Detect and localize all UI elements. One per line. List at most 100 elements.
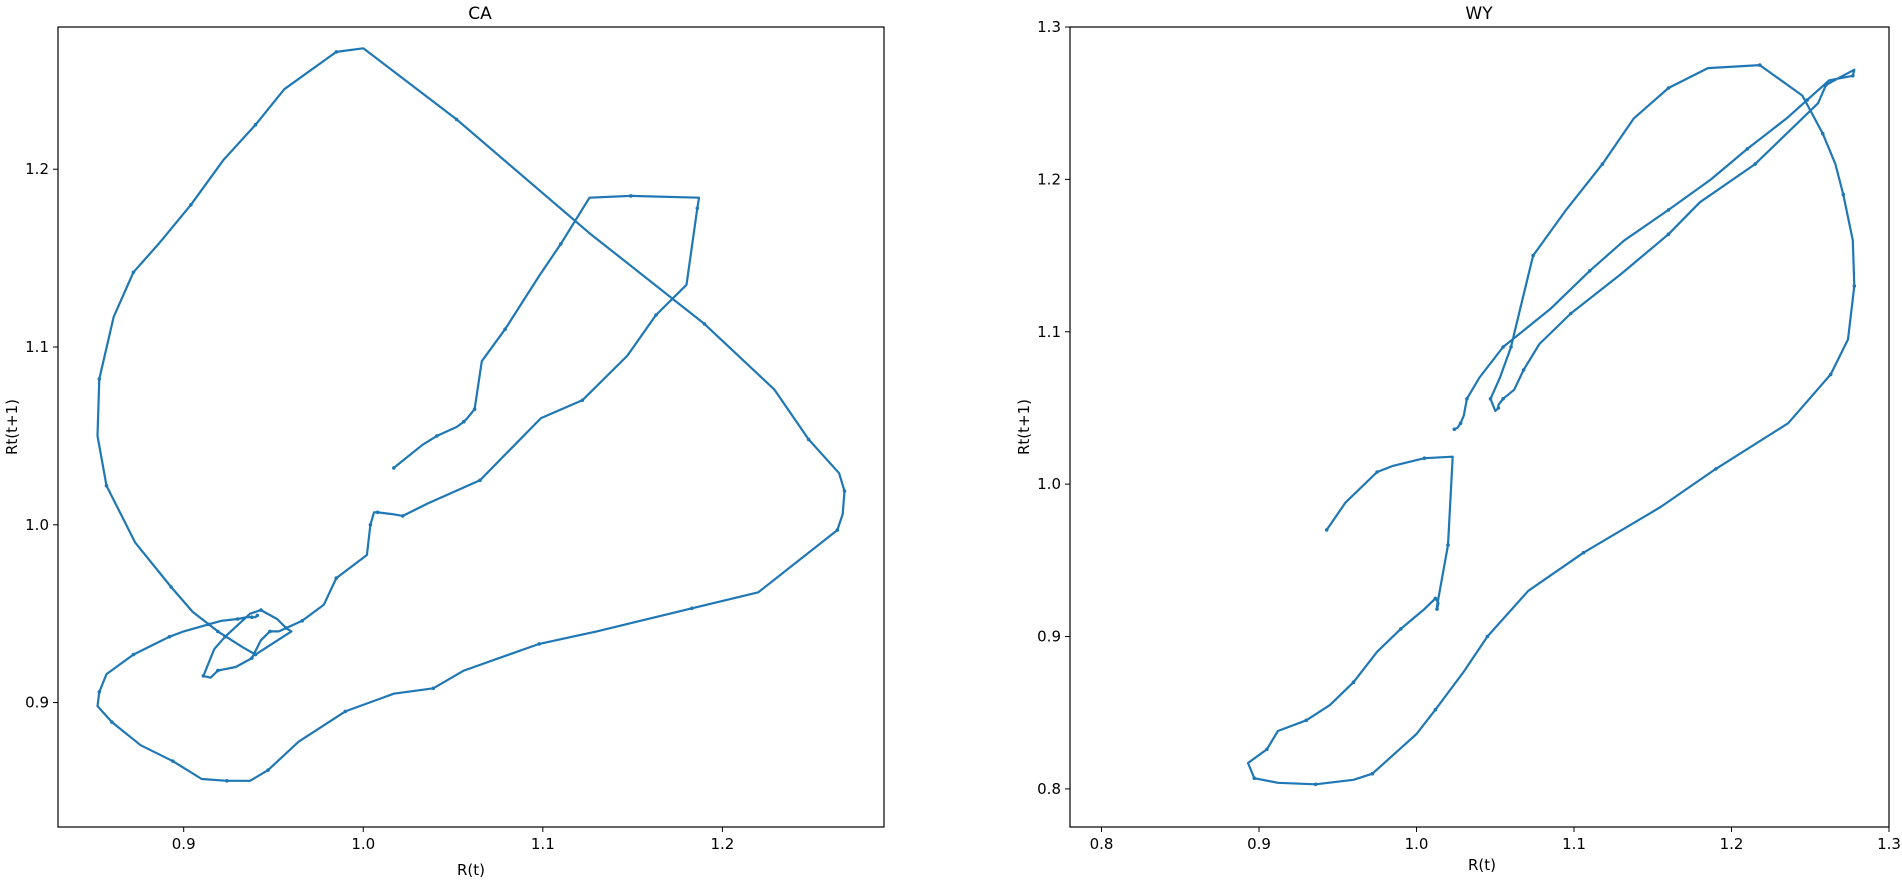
wy-data-point	[1851, 74, 1855, 78]
wy-xticks: 0.8 0.9 1.0 1.1 1.2 1.3	[1090, 827, 1901, 853]
wy-data-point	[1446, 543, 1450, 547]
wy-data-point	[1370, 771, 1375, 776]
wy-data-point	[1588, 269, 1592, 273]
wy-x-tick-label: 0.9	[1247, 835, 1271, 853]
wy-y-axis-label: Rt(t+1)	[1015, 399, 1033, 455]
ca-data-point	[131, 270, 136, 275]
wy-data-point	[1821, 131, 1825, 136]
ca-data-point	[806, 437, 811, 442]
ca-y-axis-label: Rt(t+1)	[3, 399, 21, 455]
ca-data-point	[169, 585, 173, 589]
wy-plot-frame	[1069, 26, 1890, 828]
ca-data-point	[268, 629, 272, 634]
ca-data-point	[334, 576, 339, 580]
ca-data-point	[842, 489, 847, 493]
ca-data-point	[225, 779, 229, 783]
ca-data-point	[167, 635, 172, 639]
ca-data-point	[189, 203, 193, 207]
wy-data-point	[1265, 747, 1269, 752]
wy-y-tick-label: 1.3	[1037, 18, 1061, 36]
ca-data-point	[253, 123, 258, 127]
ca-x-tick-label: 1.0	[351, 835, 375, 853]
ca-data-point	[97, 377, 102, 381]
ca-data-point	[559, 242, 563, 246]
ca-data-point	[702, 322, 707, 326]
wy-y-tick-label: 0.9	[1037, 628, 1061, 646]
ca-data-point	[835, 528, 840, 532]
wy-title: WY	[1465, 4, 1493, 24]
wy-data-point	[1501, 397, 1505, 401]
ca-data-point	[223, 635, 227, 639]
ca-y-tick-label: 1.0	[25, 516, 49, 534]
wy-yticks: 0.8 0.9 1.0 1.1 1.2 1.3	[1037, 18, 1070, 798]
ca-y-tick-label: 1.1	[25, 338, 49, 356]
ca-data-point	[375, 510, 380, 515]
wy-x-tick-label: 1.2	[1720, 835, 1744, 853]
ca-data-point	[654, 313, 658, 317]
ca-data-point	[250, 615, 254, 619]
ca-y-tick-label: 1.2	[25, 160, 49, 178]
wy-data-point	[1569, 311, 1573, 316]
wy-data-point	[1714, 467, 1718, 471]
wy-x-tick-label: 0.8	[1090, 835, 1114, 853]
wy-data-point	[1452, 427, 1457, 432]
wy-data-point	[1828, 372, 1833, 377]
ca-yticks: 0.9 1.0 1.1 1.2	[25, 160, 58, 712]
wy-y-tick-label: 0.8	[1037, 780, 1061, 798]
ca-data-point	[503, 327, 507, 332]
ca-data-point	[401, 514, 405, 518]
wy-data-point	[1313, 782, 1318, 787]
ca-data-point	[580, 398, 585, 403]
wy-data-point	[1841, 192, 1846, 197]
ca-data-point	[334, 50, 339, 54]
ca-xticks: 0.9 1.0 1.1 1.2	[172, 827, 734, 853]
ca-data-point	[201, 674, 206, 678]
ca-x-axis-label: R(t)	[457, 861, 485, 879]
ca-data-point	[207, 622, 211, 627]
wy-y-tick-label: 1.1	[1037, 323, 1061, 341]
ca-data-point	[131, 652, 136, 657]
wy-data-point	[1422, 456, 1427, 461]
ca-data-point	[462, 419, 466, 424]
wy-data-point	[1666, 208, 1671, 212]
wy-data-point	[1521, 368, 1526, 372]
ca-data-point	[104, 483, 109, 488]
wy-data-point	[1252, 776, 1257, 780]
wy-data-point	[1666, 86, 1671, 90]
wy-data-point	[1304, 718, 1309, 723]
ca-data-point	[97, 690, 102, 694]
wy-data-point	[1758, 63, 1762, 67]
subplot-wy: WY 0.8 0.9 1.0 1.1 1.2 1.3 0.8 0.9 1.0 1.1 1.2 1.3…	[1015, 4, 1901, 874]
ca-data-point	[266, 768, 270, 772]
wy-data-point	[1351, 680, 1356, 684]
ca-data-point	[250, 656, 254, 660]
wy-x-tick-label: 1.1	[1562, 835, 1586, 853]
wy-data-point	[1852, 284, 1857, 288]
wy-x-tick-label: 1.3	[1877, 835, 1901, 853]
wy-data-point	[1375, 470, 1379, 474]
wy-data-point	[1433, 596, 1438, 601]
ca-title: CA	[468, 4, 492, 24]
wy-y-tick-label: 1.0	[1037, 475, 1061, 493]
wy-data-point	[1435, 607, 1439, 611]
wy-data-point	[1753, 162, 1757, 166]
ca-data-point	[300, 619, 305, 623]
ca-series-line	[96, 47, 846, 782]
ca-data-point	[392, 466, 396, 470]
ca-plot-frame	[57, 26, 885, 828]
ca-data-point	[235, 617, 240, 621]
ca-data-point	[343, 709, 348, 714]
wy-data-point	[1501, 345, 1505, 349]
wy-data-point	[1399, 627, 1403, 631]
ca-data-point	[431, 686, 436, 691]
ca-data-point	[171, 759, 175, 763]
ca-x-tick-label: 0.9	[172, 835, 196, 853]
ca-x-tick-label: 1.1	[531, 835, 555, 853]
ca-data-point	[629, 194, 633, 198]
ca-data-point	[259, 608, 263, 612]
wy-data-point	[1488, 397, 1493, 401]
wy-data-point	[1745, 147, 1750, 151]
wy-data-point	[1600, 162, 1605, 166]
ca-data-point	[478, 478, 482, 483]
